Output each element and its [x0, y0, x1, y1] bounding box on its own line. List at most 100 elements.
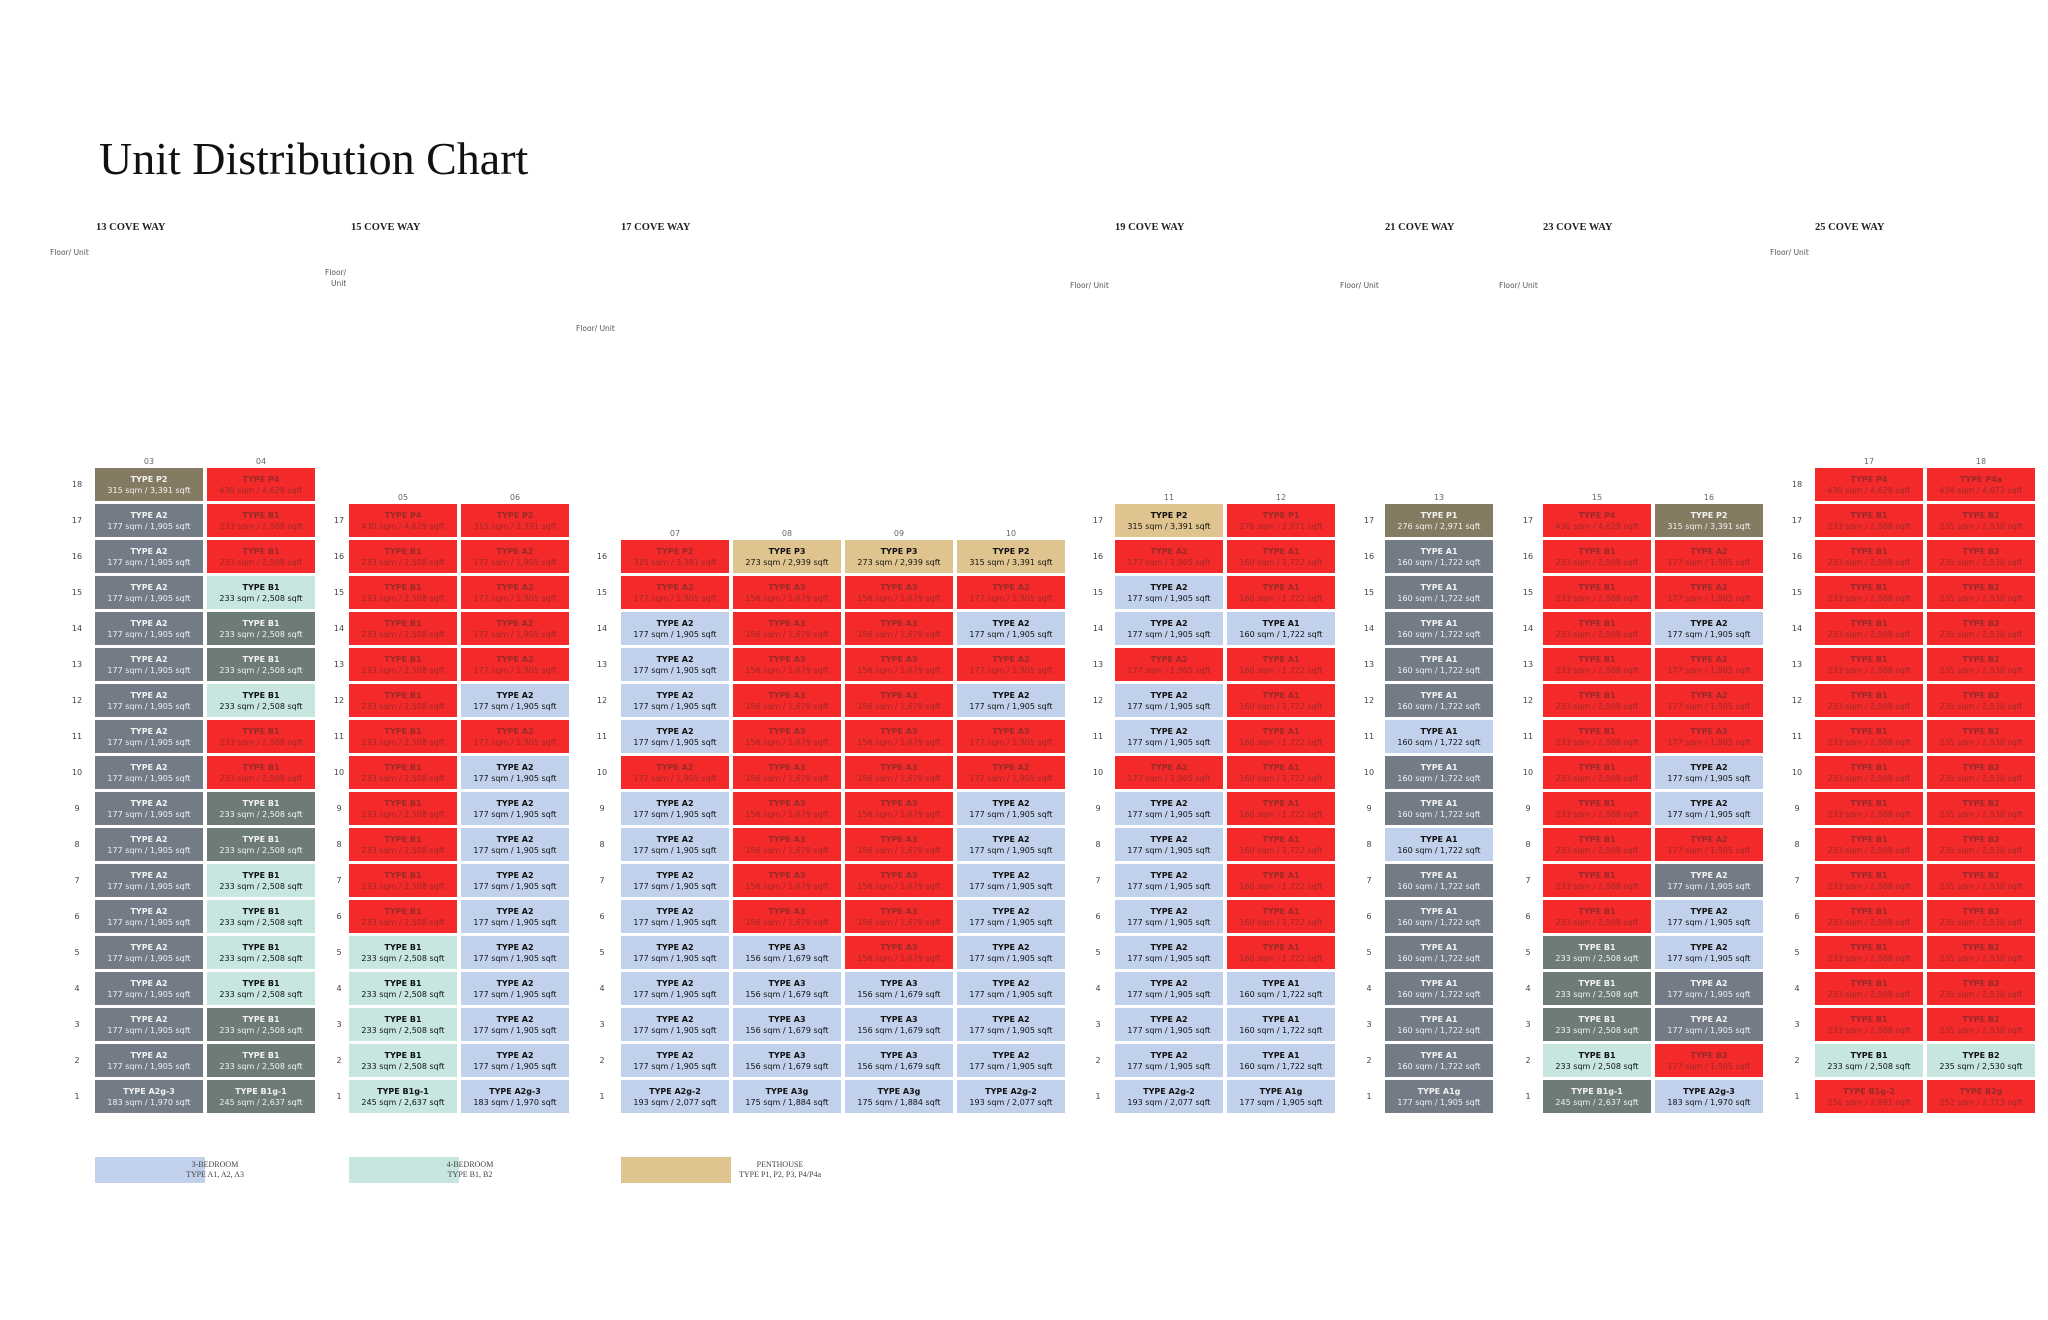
unit-area: 156 sqm / 1,679 sqft — [857, 701, 941, 711]
unit-type: TYPE B1 — [1850, 726, 1888, 736]
legend-subtitle: TYPE A1, A2, A3 — [185, 1170, 244, 1179]
unit-area: 177 sqm / 1,905 sqft — [1127, 665, 1211, 675]
unit-area: 160 sqm / 1,722 sqft — [1239, 593, 1323, 603]
unit-area: 160 sqm / 1,722 sqft — [1397, 665, 1481, 675]
unit-cell: TYPE B1 233 sqm / 2,508 sqft — [1543, 576, 1651, 609]
floor-unit-label: Floor/ Unit — [50, 248, 89, 257]
unit-type: TYPE A1 — [1262, 654, 1300, 664]
floor-label: 10 — [333, 768, 345, 777]
unit-area: 315 sqm / 3,391 sqft — [633, 557, 717, 567]
unit-cell: TYPE A2 177 sqm / 1,905 sqft — [461, 900, 569, 933]
unit-cell: TYPE A2 177 sqm / 1,905 sqft — [1115, 1008, 1223, 1041]
floor-label: 14 — [596, 624, 608, 633]
floor-label: 13 — [71, 660, 83, 669]
unit-cell: TYPE B1 233 sqm / 2,508 sqft — [207, 792, 315, 825]
floor-label: 10 — [1522, 768, 1534, 777]
unit-type: TYPE A3 — [880, 690, 918, 700]
unit-cell: TYPE B1 233 sqm / 2,508 sqft — [207, 720, 315, 753]
unit-cell: TYPE A3 156 sqm / 1,679 sqft — [845, 828, 953, 861]
unit-cell: TYPE A1 160 sqm / 1,722 sqft — [1227, 612, 1335, 645]
unit-type: TYPE A1 — [1420, 762, 1458, 772]
building-name: 25 COVE WAY — [1815, 222, 1885, 233]
floor-label: 8 — [1366, 840, 1372, 849]
unit-cell: TYPE A2 177 sqm / 1,905 sqft — [1655, 612, 1763, 645]
unit-cell: TYPE A1g 177 sqm / 1,905 sqft — [1385, 1080, 1493, 1113]
unit-type: TYPE B1 — [1578, 798, 1616, 808]
floor-label: 5 — [74, 948, 80, 957]
floor-label: 17 — [1522, 516, 1534, 525]
unit-type: TYPE A2 — [992, 978, 1030, 988]
unit-type: TYPE A2 — [1150, 582, 1188, 592]
unit-cell: TYPE B2 235 sqm / 2,530 sqft — [1927, 900, 2035, 933]
unit-area: 233 sqm / 2,508 sqft — [1555, 881, 1639, 891]
unit-type: TYPE A2 — [656, 654, 694, 664]
unit-cell: TYPE A3 156 sqm / 1,679 sqft — [733, 900, 841, 933]
unit-type: TYPE B1 — [1850, 798, 1888, 808]
unit-type: TYPE A2 — [1150, 942, 1188, 952]
unit-area: 233 sqm / 2,508 sqft — [219, 737, 303, 747]
floor-label: 1 — [1095, 1092, 1101, 1101]
unit-type: TYPE A1 — [1262, 618, 1300, 628]
unit-cell: TYPE A2 177 sqm / 1,905 sqft — [461, 756, 569, 789]
unit-area: 177 sqm / 1,905 sqft — [1127, 701, 1211, 711]
unit-type: TYPE A2 — [656, 798, 694, 808]
unit-cell: TYPE A3 156 sqm / 1,679 sqft — [845, 792, 953, 825]
unit-area: 233 sqm / 2,508 sqft — [1827, 665, 1911, 675]
unit-type: TYPE A2g-2 — [985, 1086, 1037, 1096]
unit-area: 175 sqm / 1,884 sqft — [745, 1097, 829, 1107]
unit-area: 233 sqm / 2,508 sqft — [219, 557, 303, 567]
unit-area: 177 sqm / 1,905 sqft — [473, 881, 557, 891]
floor-label: 3 — [1525, 1020, 1531, 1029]
unit-type: TYPE A2 — [496, 726, 534, 736]
unit-type: TYPE P3 — [880, 546, 918, 556]
unit-type: TYPE B1 — [384, 582, 422, 592]
unit-area: 235 sqm / 2,530 sqft — [1939, 809, 2023, 819]
unit-type: TYPE B2 — [1962, 546, 2000, 556]
unit-cell: TYPE A3 156 sqm / 1,679 sqft — [845, 1044, 953, 1077]
unit-area: 233 sqm / 2,508 sqft — [219, 1061, 303, 1071]
unit-type: TYPE B1 — [242, 942, 280, 952]
unit-type: TYPE A1 — [1420, 906, 1458, 916]
unit-cell: TYPE A1 160 sqm / 1,722 sqft — [1385, 756, 1493, 789]
unit-type: TYPE A3 — [992, 726, 1030, 736]
unit-area: 177 sqm / 1,905 sqft — [473, 737, 557, 747]
unit-type: TYPE B1 — [242, 1050, 280, 1060]
floor-label: 8 — [336, 840, 342, 849]
legend-label: PENTHOUSE TYPE P1, P2, P3, P4/P4a — [710, 1160, 850, 1180]
unit-area: 276 sqm / 2,971 sqft — [1239, 521, 1323, 531]
unit-type: TYPE P1 — [1420, 510, 1458, 520]
unit-cell: TYPE B2 235 sqm / 2,530 sqft — [1927, 864, 2035, 897]
floor-label: 7 — [599, 876, 605, 885]
floor-label: 4 — [1366, 984, 1372, 993]
unit-cell: TYPE A2g-3 183 sqm / 1,970 sqft — [1655, 1080, 1763, 1113]
floor-label: 13 — [1363, 660, 1375, 669]
unit-cell: TYPE A2 177 sqm / 1,905 sqft — [461, 576, 569, 609]
unit-area: 177 sqm / 1,905 sqft — [969, 881, 1053, 891]
unit-type: TYPE A1 — [1420, 1050, 1458, 1060]
floor-label: 15 — [333, 588, 345, 597]
unit-type: TYPE A1 — [1262, 942, 1300, 952]
unit-cell: TYPE A2 177 sqm / 1,905 sqft — [95, 828, 203, 861]
unit-type: TYPE B1 — [242, 870, 280, 880]
unit-area: 160 sqm / 1,722 sqft — [1239, 629, 1323, 639]
unit-area: 233 sqm / 2,508 sqft — [1555, 665, 1639, 675]
unit-area: 233 sqm / 2,508 sqft — [219, 917, 303, 927]
unit-type: TYPE A3 — [768, 942, 806, 952]
unit-type: TYPE B1 — [1850, 906, 1888, 916]
unit-type: TYPE A3 — [880, 654, 918, 664]
floor-label: 5 — [1366, 948, 1372, 957]
unit-area: 233 sqm / 2,508 sqft — [1555, 1061, 1639, 1071]
unit-area: 233 sqm / 2,508 sqft — [219, 809, 303, 819]
unit-type: TYPE A2 — [130, 798, 168, 808]
unit-cell: TYPE A1 160 sqm / 1,722 sqft — [1227, 756, 1335, 789]
unit-area: 177 sqm / 1,905 sqft — [107, 737, 191, 747]
floor-label: 16 — [1363, 552, 1375, 561]
unit-cell: TYPE B1 233 sqm / 2,508 sqft — [1543, 864, 1651, 897]
legend-swatch — [349, 1157, 459, 1183]
unit-area: 177 sqm / 1,905 sqft — [1127, 1025, 1211, 1035]
floor-unit-label: Floor/ Unit — [576, 324, 615, 333]
unit-cell: TYPE A2 177 sqm / 1,905 sqft — [621, 828, 729, 861]
unit-cell: TYPE A2 177 sqm / 1,905 sqft — [1115, 576, 1223, 609]
unit-cell: TYPE B1 233 sqm / 2,508 sqft — [1815, 756, 1923, 789]
unit-cell: TYPE A2 177 sqm / 1,905 sqft — [1655, 792, 1763, 825]
